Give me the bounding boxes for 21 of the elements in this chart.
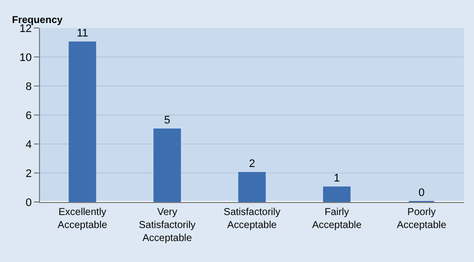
data-label: 11 [76, 28, 88, 40]
bar [238, 172, 266, 202]
data-label: 0 [418, 187, 425, 199]
bar [153, 128, 181, 202]
data-label: 2 [248, 158, 256, 170]
data-label: 1 [334, 172, 340, 184]
y-tick-label: 0 [26, 196, 32, 209]
x-tick-label: Excellently Acceptable [58, 207, 108, 231]
y-tick-label: 2 [26, 168, 32, 180]
data-label: 5 [164, 114, 170, 126]
x-tick-label: Satisfactorily Acceptable [224, 207, 280, 231]
x-tick-label: Fairly Acceptable [312, 207, 362, 231]
y-axis-title: Frequency [12, 15, 64, 26]
bar [323, 186, 351, 202]
y-tick-label: 8 [26, 80, 32, 93]
y-tick-label: 6 [26, 110, 32, 122]
y-tick-label: 10 [20, 52, 32, 64]
y-tick-label: 4 [26, 138, 32, 151]
bar [68, 42, 96, 202]
x-tick-label: Poorly Acceptable [396, 207, 447, 231]
x-tick-label: Very Satisfactorily Acceptable [138, 207, 196, 244]
